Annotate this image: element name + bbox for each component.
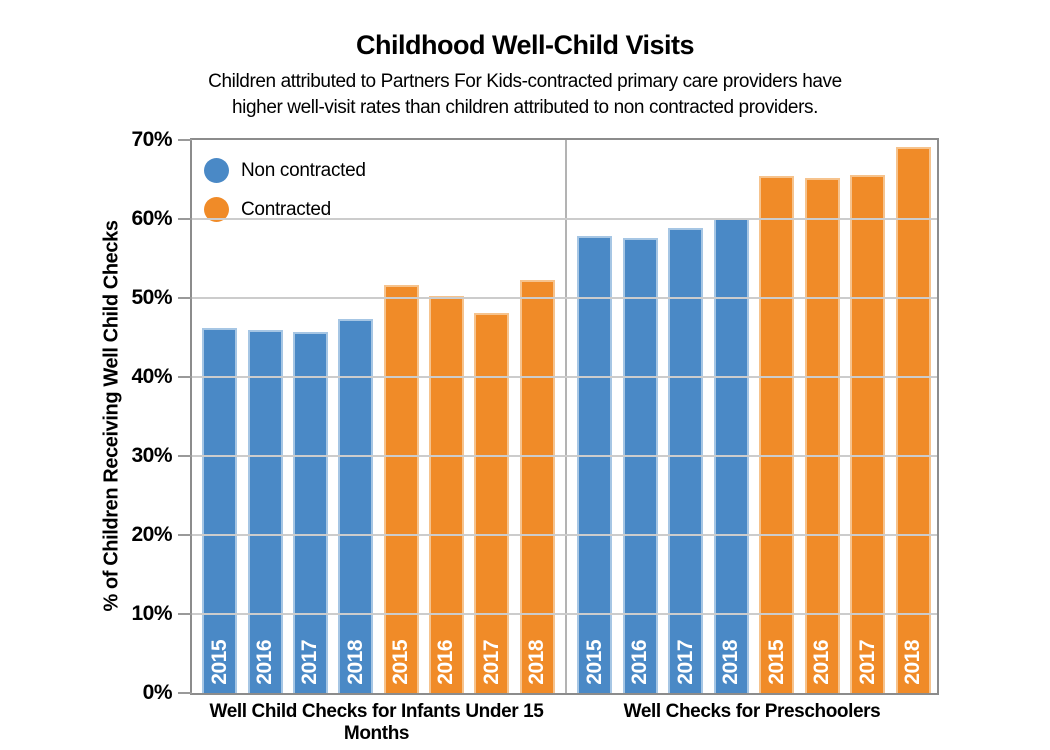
plot-area: 2015 2016 2017 2018 2015 2016 2017 2018 2015 201… (131, 128, 941, 704)
bar-year-label: 2018 (719, 640, 743, 685)
y-tick-label-30%: 30% (131, 444, 172, 467)
y-tick-20% (178, 534, 192, 536)
y-tick-70% (178, 139, 192, 141)
group-label-preschoolers: Well Checks for Preschoolers (623, 701, 881, 722)
chart-subtitle: Children attributed to Partners For Kids… (0, 69, 1050, 120)
bar-year-label: 2015 (582, 640, 606, 685)
bar-preschoolers-non-contracted-2015: 2015 (577, 236, 613, 693)
bar-year-label: 2016 (253, 640, 277, 685)
gridline-20% (192, 534, 937, 536)
bar-year-label: 2015 (207, 640, 231, 685)
bar-year-label: 2016 (628, 640, 652, 685)
bar-year-label: 2018 (525, 640, 549, 685)
bar-preschoolers-non-contracted-2017: 2017 (668, 227, 704, 693)
bar-year-label: 2017 (855, 640, 879, 685)
y-tick-50% (178, 296, 192, 299)
gridline-60% (192, 217, 937, 220)
legend-row-contracted: Contracted (204, 197, 366, 222)
y-tick-40% (178, 376, 192, 378)
bar-group-preschoolers: 2015 2016 2017 2018 2015 2016 2017 2018 (567, 140, 941, 693)
y-tick-30% (178, 454, 192, 457)
bar-year-label: 2017 (479, 640, 503, 685)
y-tick-label-10%: 10% (131, 602, 172, 625)
bar-year-label: 2017 (298, 640, 322, 685)
group-divider-line (565, 140, 567, 693)
bar-infants-non-contracted-2017: 2017 (292, 331, 328, 693)
bar-year-label: 2017 (673, 640, 697, 685)
legend-swatch-circle-icon (204, 158, 229, 183)
chart-header: Childhood Well-Child Visits Children att… (0, 30, 1050, 120)
chart-subtitle-line2: higher well-visit rates than children at… (232, 96, 818, 118)
gridline-50% (192, 296, 937, 299)
y-tick-label-60%: 60% (131, 207, 172, 230)
legend-swatch-circle-icon (204, 197, 229, 222)
chart-title: Childhood Well-Child Visits (355, 30, 695, 60)
y-tick-10% (178, 613, 192, 615)
bar-preschoolers-contracted-2015: 2015 (759, 175, 795, 693)
gridline-30% (192, 454, 937, 457)
bar-year-label: 2018 (343, 640, 367, 685)
bar-year-label: 2016 (434, 640, 458, 685)
bar-infants-non-contracted-2016: 2016 (247, 330, 283, 693)
y-tick-60% (178, 217, 192, 220)
y-tick-label-20%: 20% (131, 523, 172, 546)
gridline-10% (192, 613, 937, 615)
bar-infants-contracted-2016: 2016 (428, 295, 464, 693)
y-tick-0% (178, 692, 192, 694)
bar-year-label: 2018 (901, 640, 924, 685)
bar-infants-non-contracted-2018: 2018 (338, 318, 374, 693)
y-tick-label-70%: 70% (131, 128, 172, 151)
bar-infants-non-contracted-2015: 2015 (202, 328, 238, 693)
bar-infants-contracted-2017: 2017 (474, 313, 510, 693)
y-tick-label-50%: 50% (131, 286, 172, 309)
bar-year-label: 2015 (389, 640, 413, 685)
legend-label: Non contracted (241, 159, 366, 181)
legend-label: Contracted (241, 198, 331, 220)
bar-preschoolers-contracted-2016: 2016 (804, 177, 840, 693)
group-label-infants: Well Child Checks for Infants Under 15 M… (209, 701, 544, 744)
legend: Non contracted Contracted (204, 158, 366, 236)
bar-year-label: 2015 (764, 640, 788, 685)
bar-preschoolers-contracted-2018: 2018 (895, 147, 931, 693)
bar-year-label: 2016 (810, 640, 834, 685)
bar-infants-contracted-2018: 2018 (519, 279, 555, 693)
y-axis-title: % of Children Receiving Well Child Check… (100, 220, 123, 612)
bar-preschoolers-contracted-2017: 2017 (850, 174, 886, 693)
chart-subtitle-line1: Children attributed to Partners For Kids… (208, 71, 842, 92)
legend-row-non-contracted: Non contracted (204, 158, 366, 183)
y-tick-label-40%: 40% (131, 365, 172, 388)
gridline-40% (192, 376, 937, 378)
bar-infants-contracted-2015: 2015 (383, 285, 419, 693)
bar-preschoolers-non-contracted-2016: 2016 (622, 237, 658, 693)
y-tick-label-0%: 0% (142, 681, 173, 704)
